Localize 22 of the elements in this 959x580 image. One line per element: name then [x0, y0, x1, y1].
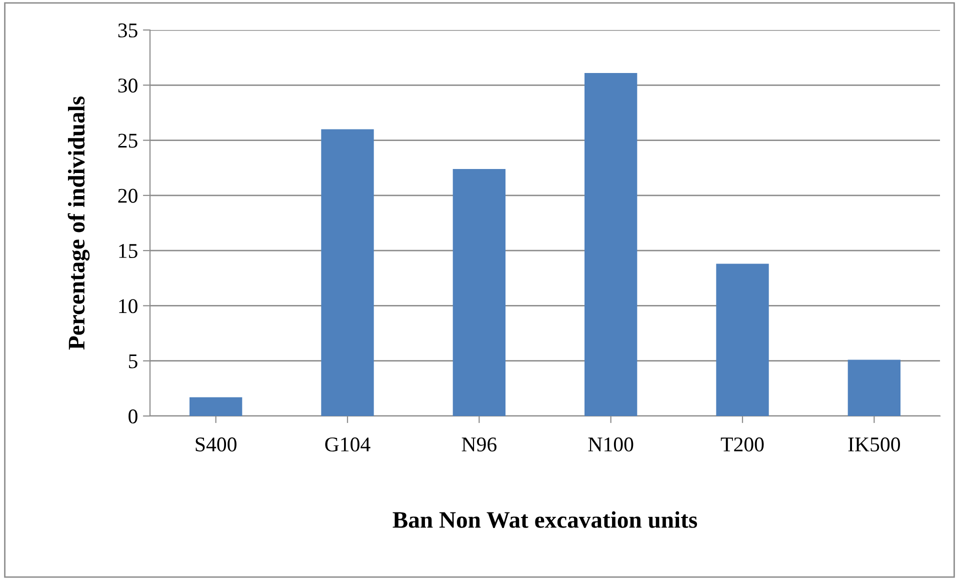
bar	[716, 264, 769, 416]
y-axis-title: Percentage of individuals	[68, 96, 90, 350]
y-tick-label: 5	[128, 354, 138, 368]
x-tick-label: N96	[462, 437, 496, 452]
bar	[321, 129, 374, 416]
x-tick-label: S400	[196, 437, 236, 452]
bar	[452, 168, 506, 416]
y-tick-label: 20	[118, 188, 138, 203]
x-tick-label: IK500	[848, 437, 900, 452]
y-tick-label: 35	[118, 23, 138, 38]
y-tick-label: 25	[118, 134, 138, 148]
bar	[584, 73, 638, 416]
y-tick-label: 10	[119, 299, 138, 314]
bar	[190, 397, 242, 416]
x-axis-title: Ban Non Wat excavation units	[392, 511, 698, 528]
bar	[848, 360, 900, 416]
x-tick-label: G104	[325, 437, 370, 452]
x-tick-label: T200	[720, 437, 764, 452]
x-tick-label: N100	[588, 437, 634, 452]
y-tick-label: 0	[128, 409, 138, 424]
y-tick-label: 15	[119, 244, 138, 258]
y-tick-label: 30	[118, 78, 138, 93]
